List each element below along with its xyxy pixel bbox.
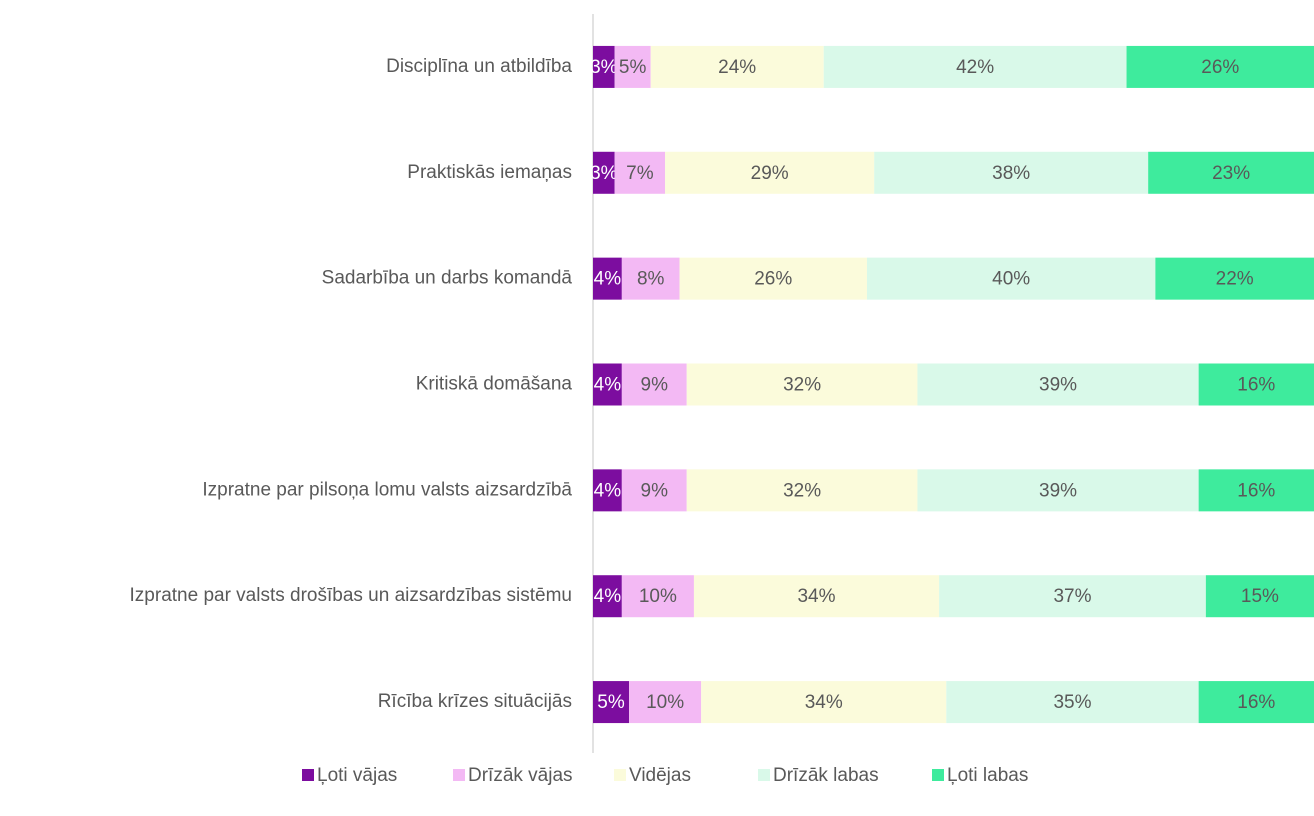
legend-label: Drīzāk vājas [468, 765, 573, 786]
bar-segment [593, 469, 622, 512]
data-label: 29% [751, 163, 789, 184]
data-label: 16% [1237, 480, 1275, 501]
bar-segment [621, 363, 687, 406]
bar-segment [693, 575, 940, 618]
bar-segment [593, 257, 622, 300]
data-label: 4% [594, 269, 622, 290]
category-label: Praktiskās iemaņas [407, 162, 572, 183]
bar-segment [629, 681, 702, 724]
data-label: 8% [637, 269, 665, 290]
bar-segment [866, 257, 1156, 300]
data-label: 5% [619, 57, 647, 78]
data-label: 10% [639, 586, 677, 607]
legend-swatch [614, 769, 626, 781]
bar-segment [593, 363, 622, 406]
bar-segment [593, 151, 615, 194]
category-label: Rīcība krīzes situācijās [378, 691, 572, 712]
data-label: 24% [718, 57, 756, 78]
data-label: 15% [1241, 586, 1279, 607]
bar-segment [621, 575, 694, 618]
bar-segment [1198, 681, 1314, 724]
bar-segment [621, 469, 687, 512]
category-label: Kritiskā domāšana [416, 374, 573, 395]
data-label: 34% [797, 586, 835, 607]
bar-segment [1148, 151, 1314, 194]
data-label: 32% [783, 480, 821, 501]
data-label: 7% [626, 163, 654, 184]
bar-segment [917, 469, 1199, 512]
category-label: Disciplīna un atbildība [386, 56, 572, 77]
data-label: 16% [1237, 692, 1275, 713]
legend-swatch [302, 769, 314, 781]
bar-segment [917, 363, 1199, 406]
bar-segment [1126, 45, 1314, 88]
bar-segment [939, 575, 1206, 618]
bar-segment [686, 363, 918, 406]
bar-segment [665, 151, 875, 194]
legend-label: Ļoti labas [947, 765, 1028, 786]
bar-segment [686, 469, 918, 512]
data-label: 9% [641, 480, 669, 501]
legend-swatch [453, 769, 465, 781]
legend-label: Drīzāk labas [773, 765, 879, 786]
bar-segment [593, 45, 615, 88]
legend-label: Ļoti vājas [317, 765, 397, 786]
data-label: 26% [1201, 57, 1239, 78]
category-label: Izpratne par valsts drošības un aizsardz… [130, 585, 572, 606]
data-label: 3% [590, 57, 618, 78]
bar-segment [701, 681, 947, 724]
data-label: 5% [597, 692, 625, 713]
data-label: 3% [590, 163, 618, 184]
bar-segment [650, 45, 824, 88]
data-label: 4% [594, 586, 622, 607]
bar-segment [593, 575, 622, 618]
data-label: 23% [1212, 163, 1250, 184]
data-label: 22% [1216, 269, 1254, 290]
bar-segment [1155, 257, 1314, 300]
bar-segment [593, 681, 630, 724]
legend-swatch [758, 769, 770, 781]
bar-segment [1198, 469, 1314, 512]
data-label: 4% [594, 480, 622, 501]
data-label: 42% [956, 57, 994, 78]
bar-segment [679, 257, 867, 300]
bar-segment [874, 151, 1149, 194]
data-label: 32% [783, 375, 821, 396]
data-label: 4% [594, 375, 622, 396]
data-label: 16% [1237, 375, 1275, 396]
data-label: 10% [646, 692, 684, 713]
category-label: Sadarbība un darbs komandā [322, 268, 573, 289]
data-label: 26% [754, 269, 792, 290]
bar-segment [1205, 575, 1314, 618]
data-label: 35% [1053, 692, 1091, 713]
legend-label: Vidējas [629, 765, 691, 786]
data-label: 40% [992, 269, 1030, 290]
data-label: 39% [1039, 375, 1077, 396]
bar-segment [614, 151, 666, 194]
data-label: 38% [992, 163, 1030, 184]
bar-segment [946, 681, 1199, 724]
bar-segment [614, 45, 651, 88]
category-label: Izpratne par pilsoņa lomu valsts aizsard… [202, 479, 572, 500]
data-label: 39% [1039, 480, 1077, 501]
bar-segment [823, 45, 1127, 88]
data-label: 9% [641, 375, 669, 396]
bar-segment [1198, 363, 1314, 406]
data-label: 37% [1053, 586, 1091, 607]
data-label: 34% [805, 692, 843, 713]
bar-segment [621, 257, 680, 300]
legend-swatch [932, 769, 944, 781]
